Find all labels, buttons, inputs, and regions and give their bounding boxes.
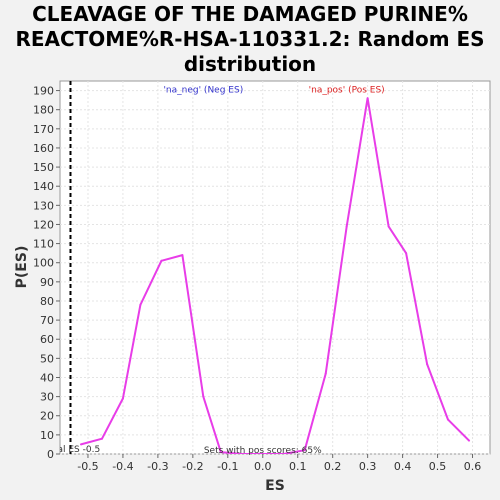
data-point [219, 451, 222, 454]
chart-title-line-2: REACTOME%R-HSA-110331.2: Random ES [15, 27, 485, 51]
annotation-label: 'na_pos' (Pos ES) [309, 85, 385, 95]
data-point [100, 437, 103, 440]
y-tick-label: 160 [33, 142, 54, 155]
annotation-layer: 'na_neg' (Neg ES) 'na_pos' (Pos ES) Sets w… [163, 85, 384, 456]
x-tick-label: -0.2 [182, 460, 203, 473]
x-tick-label: 0.2 [324, 460, 342, 473]
x-tick-label: 0.3 [359, 460, 377, 473]
y-tick-label: 0 [47, 448, 54, 461]
data-point [366, 97, 369, 100]
y-tick-label: 70 [40, 314, 54, 327]
data-point [447, 418, 450, 421]
data-point [79, 443, 82, 446]
data-point [240, 453, 243, 454]
annotation-label: 'na_neg' (Neg ES) [163, 85, 243, 95]
observed-es-label: al ES -0.5 [57, 445, 100, 455]
y-axis-label: P(ES) [14, 246, 30, 289]
data-point [160, 259, 163, 262]
y-tick-label: 60 [40, 333, 54, 346]
x-tick-label: -0.1 [217, 460, 238, 473]
marker-layer: al ES -0.5 [57, 81, 100, 455]
y-tick-label: 100 [33, 257, 54, 270]
data-point [468, 439, 471, 442]
data-point [181, 254, 184, 257]
series-layer [79, 97, 471, 454]
y-tick-label: 110 [33, 238, 54, 251]
y-axis-ticks: 0 10 20 30 40 50 60 70 80 90 100 110 120 130 140 150 160… [33, 85, 60, 461]
y-tick-label: 50 [40, 352, 54, 365]
data-point [426, 363, 429, 366]
es-distribution-line [80, 97, 470, 454]
y-tick-label: 90 [40, 276, 54, 289]
y-tick-label: 20 [40, 410, 54, 423]
y-tick-label: 30 [40, 391, 54, 404]
y-tick-label: 190 [33, 85, 54, 98]
x-tick-label: 0.6 [464, 460, 482, 473]
y-tick-label: 150 [33, 161, 54, 174]
chart-title-line-3: distribution [183, 52, 317, 76]
y-tick-label: 120 [33, 218, 54, 231]
data-point [121, 397, 124, 400]
x-axis-ticks: -0.5 -0.4 -0.3 -0.2 -0.1 0.0 0.1 0.2 0.3 0.4 0.5 0.… [77, 454, 481, 473]
y-tick-label: 180 [33, 104, 54, 117]
x-tick-label: 0.0 [254, 460, 272, 473]
data-point [261, 453, 264, 454]
data-point [282, 453, 285, 454]
y-tick-label: 80 [40, 295, 54, 308]
chart-title: CLEAVAGE OF THE DAMAGED PURINE% REACTOME… [0, 2, 500, 77]
data-point [202, 395, 205, 398]
x-tick-label: -0.3 [147, 460, 168, 473]
data-point [345, 225, 348, 228]
y-tick-label: 10 [40, 429, 54, 442]
y-tick-label: 40 [40, 371, 54, 384]
x-axis-label: ES [265, 478, 285, 494]
x-tick-label: -0.5 [77, 460, 98, 473]
data-point [139, 303, 142, 306]
data-point [405, 252, 408, 255]
y-tick-label: 170 [33, 123, 54, 136]
chart-title-line-1: CLEAVAGE OF THE DAMAGED PURINE% [32, 2, 468, 26]
data-point [324, 372, 327, 375]
plot-area [59, 80, 491, 455]
data-point [387, 225, 390, 228]
x-tick-label: -0.4 [112, 460, 133, 473]
annotation-label: Sets with pos scores: 65% [204, 446, 322, 456]
y-tick-label: 140 [33, 180, 54, 193]
x-tick-label: 0.5 [429, 460, 447, 473]
data-point [303, 449, 306, 452]
y-tick-label: 130 [33, 199, 54, 212]
x-tick-label: 0.4 [394, 460, 412, 473]
x-tick-label: 0.1 [289, 460, 307, 473]
